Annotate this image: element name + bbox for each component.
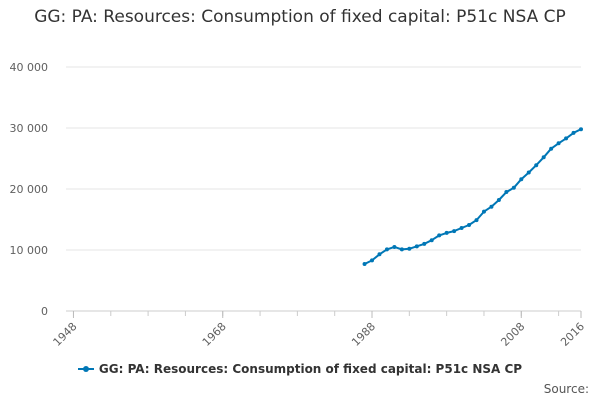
data-point[interactable] xyxy=(452,229,457,234)
data-point[interactable] xyxy=(571,130,576,135)
y-tick-label: 0 xyxy=(41,305,48,318)
data-point[interactable] xyxy=(384,247,389,252)
data-point[interactable] xyxy=(564,136,569,141)
series-line xyxy=(363,128,582,265)
y-axis: 0 10 000 20 000 30 000 40 000 xyxy=(10,61,49,318)
x-tick-label: 1968 xyxy=(200,320,229,349)
data-point[interactable] xyxy=(474,218,479,223)
y-tick-label: 40 000 xyxy=(10,61,49,74)
data-point[interactable] xyxy=(526,170,531,175)
x-tick-label: 1988 xyxy=(349,320,378,349)
data-point[interactable] xyxy=(534,163,539,168)
data-point[interactable] xyxy=(370,258,375,263)
data-point[interactable] xyxy=(579,127,583,132)
data-point[interactable] xyxy=(541,155,546,160)
legend-item[interactable]: GG: PA: Resources: Consumption of fixed … xyxy=(77,362,523,376)
gridlines xyxy=(66,66,581,312)
data-point[interactable] xyxy=(422,241,427,246)
x-tick-label: 2016 xyxy=(558,320,587,349)
data-point[interactable] xyxy=(549,146,554,151)
y-tick-label: 30 000 xyxy=(10,122,49,135)
data-point[interactable] xyxy=(377,252,382,257)
data-point[interactable] xyxy=(481,209,486,214)
y-tick-label: 10 000 xyxy=(10,244,49,257)
data-point[interactable] xyxy=(511,185,516,190)
data-point[interactable] xyxy=(362,262,367,267)
data-point[interactable] xyxy=(467,222,472,227)
data-point[interactable] xyxy=(496,197,501,202)
data-point[interactable] xyxy=(429,238,434,243)
legend-label: GG: PA: Resources: Consumption of fixed … xyxy=(98,362,523,376)
data-point[interactable] xyxy=(556,141,561,146)
data-point[interactable] xyxy=(437,233,442,238)
data-point[interactable] xyxy=(414,244,419,249)
data-point[interactable] xyxy=(519,177,524,182)
data-point[interactable] xyxy=(459,226,464,231)
legend: GG: PA: Resources: Consumption of fixed … xyxy=(0,362,600,377)
data-point[interactable] xyxy=(444,230,449,235)
x-axis: 1948 1968 1988 2008 2016 xyxy=(51,311,587,349)
series-layer xyxy=(362,127,583,267)
data-point[interactable] xyxy=(399,247,404,252)
data-point[interactable] xyxy=(407,246,412,251)
x-tick-label: 2008 xyxy=(498,320,527,349)
x-tick-label: 1948 xyxy=(51,320,80,349)
chart-title: GG: PA: Resources: Consumption of fixed … xyxy=(34,7,566,27)
source-credit: Source: xyxy=(543,382,589,396)
data-point[interactable] xyxy=(504,190,509,195)
data-point[interactable] xyxy=(489,204,494,209)
legend-series-marker-icon xyxy=(77,364,94,374)
data-point[interactable] xyxy=(392,244,397,249)
y-tick-label: 20 000 xyxy=(10,183,49,196)
